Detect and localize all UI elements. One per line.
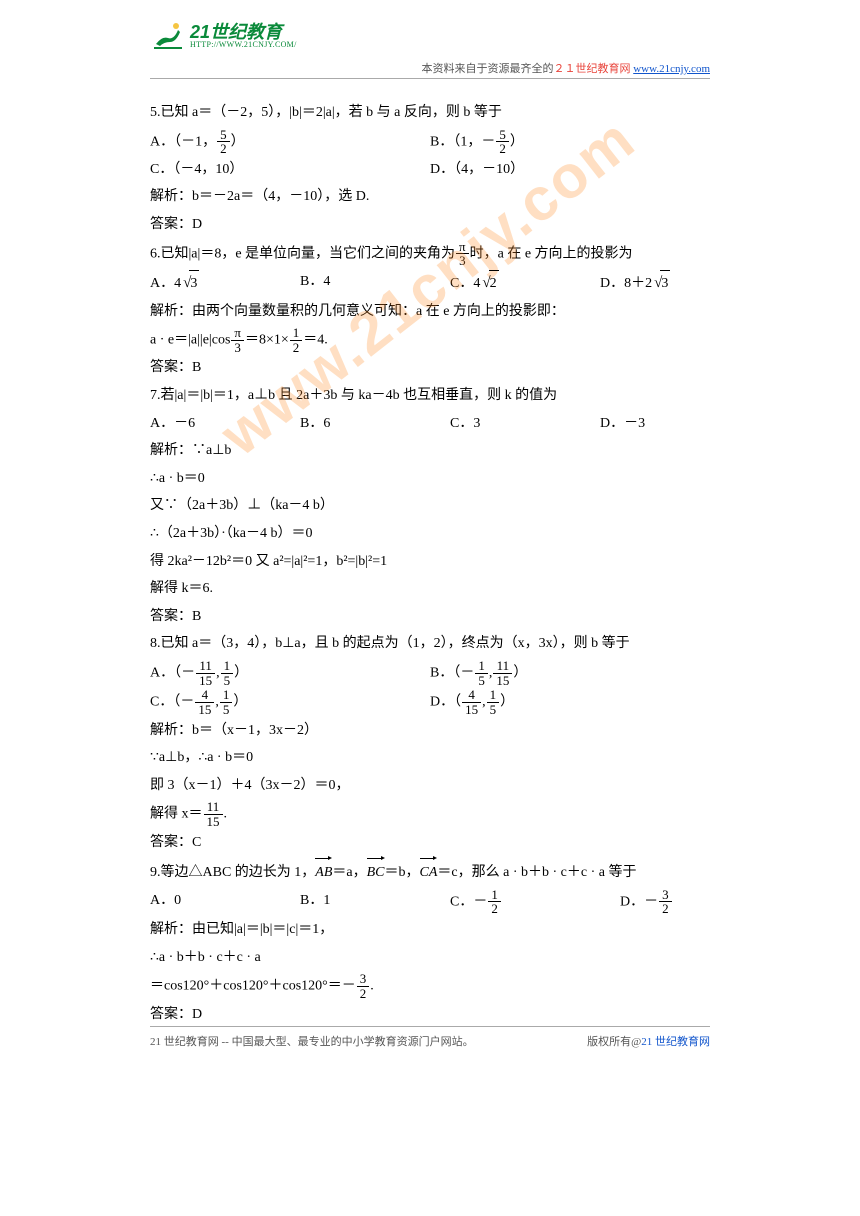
q6-stem: 6.已知|a|＝8，e 是单位向量，当它们之间的夹角为π3时，a 在 e 方向上… (150, 240, 710, 268)
q8-optB: B．（－15,1115） (430, 659, 527, 687)
logo-url: HTTP://WWW.21CNJY.COM/ (190, 41, 297, 49)
q9-optC: C．－12 (450, 888, 620, 916)
q7-l3: 又∵（2a＋3b）⊥（ka－4 b） (150, 493, 710, 520)
q6-optA: A．43 (150, 269, 300, 298)
q9-optB: B．1 (300, 888, 450, 916)
q9-l1: 解析：由已知|a|＝|b|＝|c|＝1， (150, 917, 710, 944)
q5-optC: C．（－4，10） (150, 157, 430, 184)
q6-exp1: 解析：由两个向量数量积的几何意义可知：a 在 e 方向上的投影即： (150, 299, 710, 326)
q7-optA: A．－6 (150, 411, 300, 438)
q5-optD: D．（4，－10） (430, 157, 524, 184)
q8-optC: C．（－415,15） (150, 688, 430, 716)
vector-CA: CA (420, 857, 438, 887)
q7-optC: C．3 (450, 411, 600, 438)
q8-l3: 即 3（x－1）＋4（3x－2）＝0， (150, 773, 710, 800)
logo: 21世纪教育 HTTP://WWW.21CNJY.COM/ (150, 18, 297, 54)
q6-optC: C．42 (450, 269, 600, 298)
q8-opts-row1: A．（－1115,15） B．（－15,1115） (150, 659, 710, 687)
q8-stem: 8.已知 a＝（3，4），b⊥a，且 b 的起点为（1，2），终点为（x，3x）… (150, 631, 710, 658)
q7-optB: B．6 (300, 411, 450, 438)
footer: 21 世纪教育网 -- 中国最大型、最专业的中小学教育资源门户网站。 版权所有@… (150, 1026, 710, 1049)
q8-answer: 答案：C (150, 830, 710, 857)
q7-stem: 7.若|a|＝|b|＝1，a⊥b 且 2a＋3b 与 ka－4b 也互相垂直，则… (150, 383, 710, 410)
q8-optD: D．（415,15） (430, 688, 514, 716)
footer-right: 版权所有@21 世纪教育网 (587, 1033, 710, 1049)
q5-optA: A．（－1，52） (150, 128, 430, 156)
footer-left: 21 世纪教育网 -- 中国最大型、最专业的中小学教育资源门户网站。 (150, 1033, 474, 1049)
q5-optB: B．（1，－52） (430, 128, 524, 156)
q6-exp2: a · e＝|a||e|cosπ3＝8×1×12＝4. (150, 326, 710, 354)
header-prefix: 本资料来自于资源最齐全的 (421, 63, 553, 75)
q6-answer: 答案：B (150, 355, 710, 382)
q8-l1: 解析：b＝（x－1，3x－2） (150, 718, 710, 745)
q9-stem: 9.等边△ABC 的边长为 1，AB＝a，BC＝b，CA＝c，那么 a · b＋… (150, 857, 710, 887)
q7-l2: ∴a · b＝0 (150, 466, 710, 493)
logo-title: 21世纪教育 (190, 23, 297, 41)
q7-optD: D．－3 (600, 411, 645, 438)
q6-optD: D．8＋23 (600, 269, 670, 298)
q8-l2: ∵a⊥b，∴a · b＝0 (150, 745, 710, 772)
header-note: 本资料来自于资源最齐全的２１世纪教育网 www.21cnjy.com (421, 60, 710, 76)
q6-optB: B．4 (300, 269, 450, 298)
q9-opts: A．0 B．1 C．－12 D．－32 (150, 888, 710, 916)
q7-l1: 解析：∵a⊥b (150, 438, 710, 465)
q5-opts-row2: C．（－4，10） D．（4，－10） (150, 157, 710, 184)
q8-opts-row2: C．（－415,15） D．（415,15） (150, 688, 710, 716)
q9-l2: ∴a · b＋b · c＋c · a (150, 945, 710, 972)
footer-link[interactable]: 21 世纪教育网 (641, 1036, 710, 1048)
content: 5.已知 a＝（－2，5），|b|＝2|a|，若 b 与 a 反向，则 b 等于… (150, 100, 710, 1028)
q7-l4: ∴（2a＋3b）·（ka－4 b）＝0 (150, 521, 710, 548)
q9-l3: ＝cos120°＋cos120°＋cos120°＝－32. (150, 972, 710, 1000)
vector-AB: AB (315, 857, 332, 887)
q9-answer: 答案：D (150, 1002, 710, 1029)
q5-opts-row1: A．（－1，52） B．（1，－52） (150, 128, 710, 156)
q7-l6: 解得 k＝6. (150, 576, 710, 603)
page: 21世纪教育 HTTP://WWW.21CNJY.COM/ 本资料来自于资源最齐… (0, 0, 860, 1089)
q9-optD: D．－32 (620, 888, 673, 916)
q7-opts: A．－6 B．6 C．3 D．－3 (150, 411, 710, 438)
header-red: ２１世纪教育网 (553, 63, 630, 75)
header-rule (150, 78, 710, 79)
q5-answer: 答案：D (150, 212, 710, 239)
header-link[interactable]: www.21cnjy.com (633, 63, 710, 75)
q8-optA: A．（－1115,15） (150, 659, 430, 687)
q7-answer: 答案：B (150, 604, 710, 631)
q8-l4: 解得 x＝1115. (150, 800, 710, 828)
runner-icon (150, 18, 186, 54)
vector-BC: BC (367, 857, 385, 887)
q6-opts: A．43 B．4 C．42 D．8＋23 (150, 269, 710, 298)
q5-explain: 解析：b＝－2a＝（4，－10），选 D. (150, 184, 710, 211)
q5-stem: 5.已知 a＝（－2，5），|b|＝2|a|，若 b 与 a 反向，则 b 等于 (150, 100, 710, 127)
q9-optA: A．0 (150, 888, 300, 916)
q7-l5: 得 2ka²－12b²＝0 又 a²=|a|²=1，b²=|b|²=1 (150, 549, 710, 576)
